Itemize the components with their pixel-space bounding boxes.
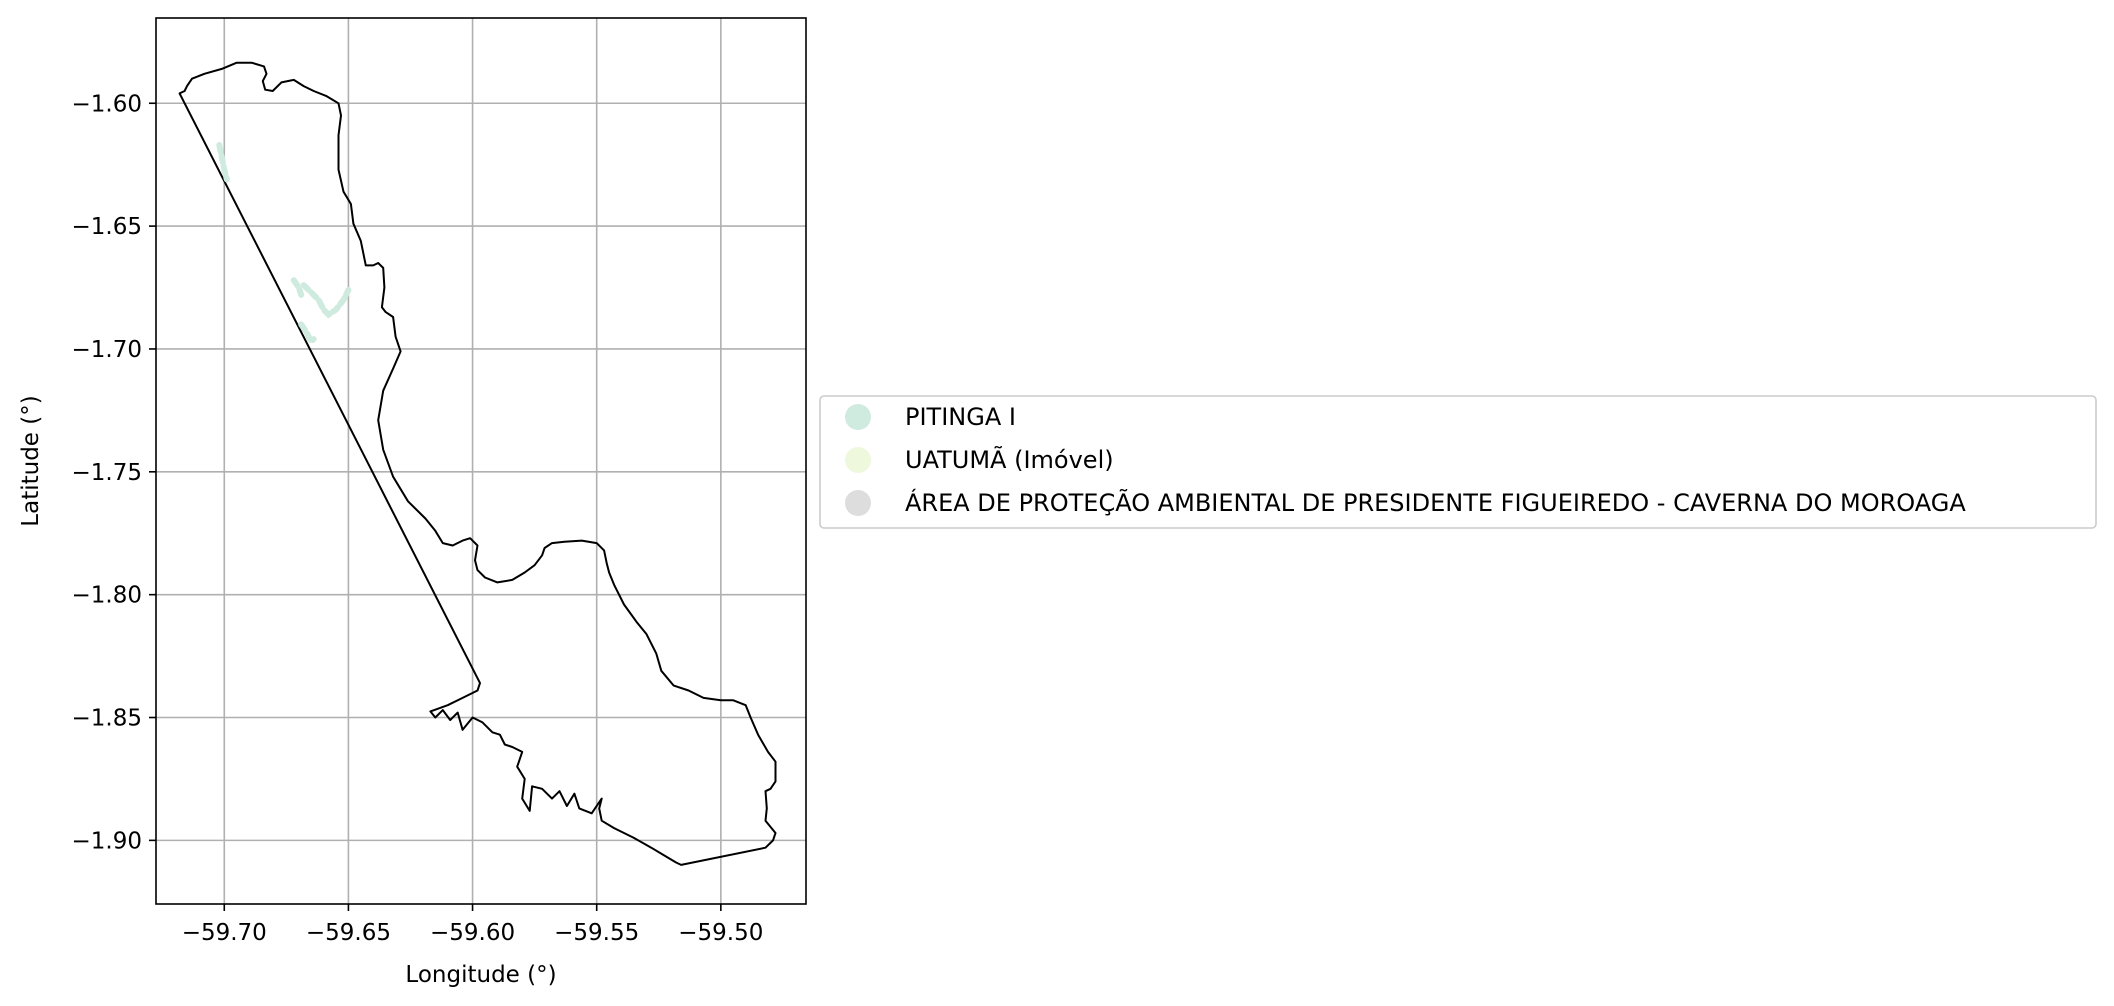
apa-caverna-do-moroaga-boundary: [178, 61, 777, 866]
plot-frame: [155, 17, 807, 905]
x-tick-label: −59.55: [554, 920, 639, 946]
legend-marker-uatuma: [845, 447, 871, 473]
legend-box: [819, 395, 2097, 529]
legend-label-uatuma: UATUMÃ (Imóvel): [905, 444, 1114, 474]
x-tick-label: −59.70: [182, 920, 267, 946]
pitinga-i-feature: [300, 282, 352, 319]
legend-label-pitinga: PITINGA I: [905, 403, 1016, 431]
pitinga-i-feature: [298, 321, 317, 347]
legend-marker-apa: [845, 490, 871, 516]
x-tick-label: −59.50: [678, 920, 763, 946]
x-tick-label: −59.60: [430, 920, 515, 946]
pitinga-i-feature: [290, 277, 305, 298]
y-tick-label: −1.90: [72, 828, 142, 854]
y-tick-label: −1.60: [72, 91, 142, 117]
y-tick-label: −1.80: [72, 583, 142, 609]
y-tick-label: −1.75: [72, 460, 142, 486]
legend-marker-pitinga: [845, 404, 871, 430]
x-tick-label: −59.65: [306, 920, 391, 946]
y-axis-title: Latitude (°): [18, 395, 44, 526]
y-tick-label: −1.70: [72, 337, 142, 363]
legend-label-apa: ÁREA DE PROTEÇÃO AMBIENTAL DE PRESIDENTE…: [905, 487, 1966, 517]
axis-ticks: −59.70 −59.65 −59.60 −59.55 −59.50 −1.60 −1.65…: [72, 91, 764, 946]
legend: PITINGA I UATUMÃ (Imóvel) ÁREA DE PROTEÇ…: [819, 395, 2097, 529]
x-axis-title: Longitude (°): [405, 962, 556, 988]
y-tick-label: −1.65: [72, 214, 142, 240]
map-features: [178, 61, 777, 866]
y-tick-label: −1.85: [72, 706, 142, 732]
grid-lines: [156, 18, 806, 904]
pitinga-i-feature: [216, 142, 230, 183]
